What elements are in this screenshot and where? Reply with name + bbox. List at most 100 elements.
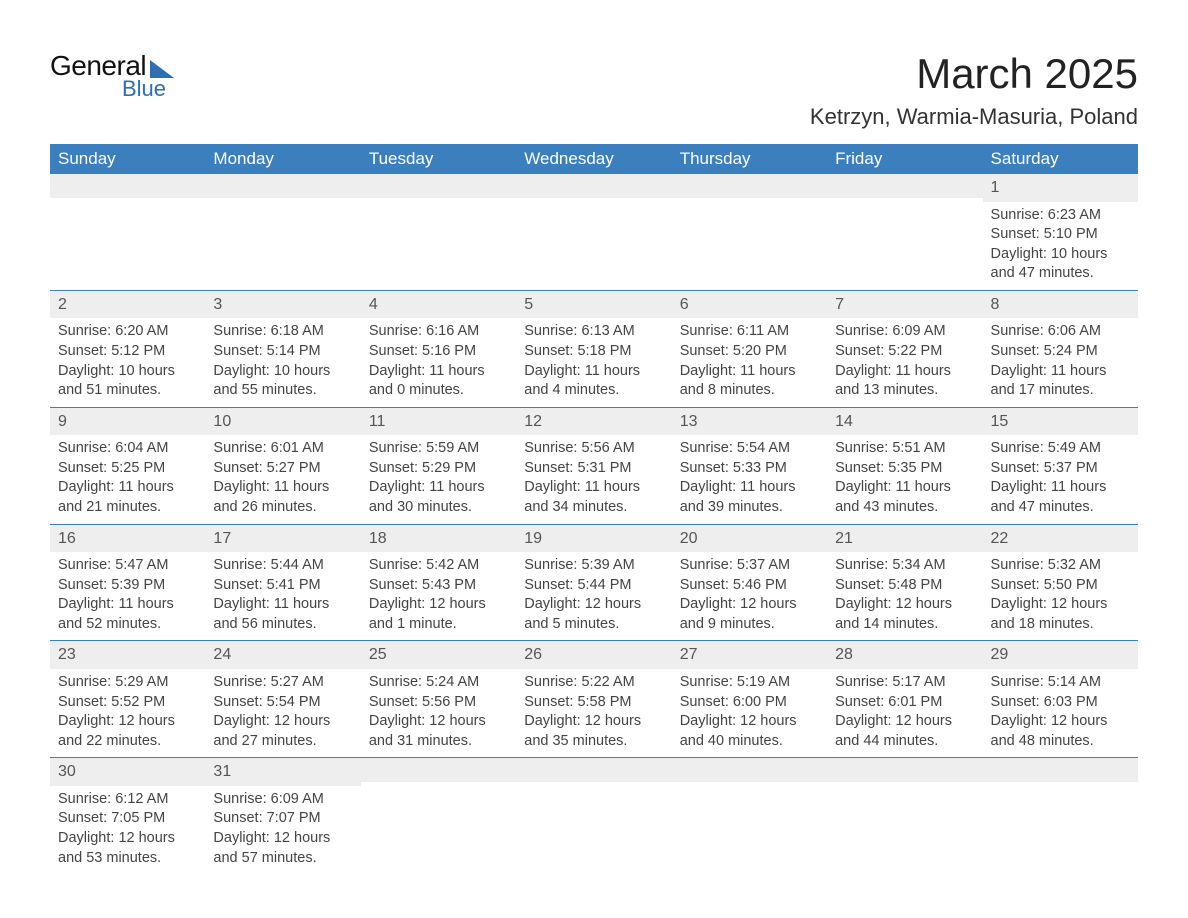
weekday-header: Tuesday [361,144,516,174]
day-number: 3 [205,291,360,319]
calendar-day-cell: 11Sunrise: 5:59 AMSunset: 5:29 PMDayligh… [361,407,516,524]
sunrise-line: Sunrise: 5:27 AM [213,673,352,693]
calendar-day-cell [827,174,982,290]
daylight-line: Daylight: 12 hours and 1 minute. [369,595,508,634]
daylight-line: Daylight: 12 hours and 9 minutes. [680,595,819,634]
sunrise-line: Sunrise: 5:47 AM [58,556,197,576]
sunrise-line: Sunrise: 6:09 AM [213,790,352,810]
title-block: March 2025 Ketrzyn, Warmia-Masuria, Pola… [810,50,1138,130]
day-number: 25 [361,641,516,669]
daylight-line: Daylight: 12 hours and 22 minutes. [58,712,197,751]
logo-text-sub: Blue [122,76,174,102]
daylight-line: Daylight: 11 hours and 39 minutes. [680,478,819,517]
daylight-line: Daylight: 10 hours and 47 minutes. [991,245,1130,284]
day-number [516,174,671,198]
sunset-line: Sunset: 5:20 PM [680,342,819,362]
calendar-day-cell [50,174,205,290]
day-number [827,758,982,782]
daylight-line: Daylight: 12 hours and 14 minutes. [835,595,974,634]
sunset-line: Sunset: 5:41 PM [213,576,352,596]
day-details: Sunrise: 5:19 AMSunset: 6:00 PMDaylight:… [672,669,827,757]
day-number [516,758,671,782]
daylight-line: Daylight: 11 hours and 34 minutes. [524,478,663,517]
calendar-day-cell: 7Sunrise: 6:09 AMSunset: 5:22 PMDaylight… [827,290,982,407]
sunrise-line: Sunrise: 6:04 AM [58,439,197,459]
calendar-day-cell [672,174,827,290]
calendar-day-cell: 27Sunrise: 5:19 AMSunset: 6:00 PMDayligh… [672,641,827,758]
daylight-line: Daylight: 11 hours and 0 minutes. [369,362,508,401]
day-details: Sunrise: 5:44 AMSunset: 5:41 PMDaylight:… [205,552,360,640]
day-details: Sunrise: 5:32 AMSunset: 5:50 PMDaylight:… [983,552,1138,640]
sunrise-line: Sunrise: 6:12 AM [58,790,197,810]
day-number [827,174,982,198]
daylight-line: Daylight: 12 hours and 40 minutes. [680,712,819,751]
calendar-day-cell: 1Sunrise: 6:23 AMSunset: 5:10 PMDaylight… [983,174,1138,290]
calendar-day-cell: 13Sunrise: 5:54 AMSunset: 5:33 PMDayligh… [672,407,827,524]
daylight-line: Daylight: 12 hours and 53 minutes. [58,829,197,868]
day-details: Sunrise: 5:59 AMSunset: 5:29 PMDaylight:… [361,435,516,523]
sunset-line: Sunset: 5:39 PM [58,576,197,596]
sunset-line: Sunset: 5:29 PM [369,459,508,479]
calendar-week-row: 23Sunrise: 5:29 AMSunset: 5:52 PMDayligh… [50,641,1138,758]
calendar-week-row: 2Sunrise: 6:20 AMSunset: 5:12 PMDaylight… [50,290,1138,407]
day-details: Sunrise: 6:04 AMSunset: 5:25 PMDaylight:… [50,435,205,523]
sunset-line: Sunset: 6:00 PM [680,693,819,713]
daylight-line: Daylight: 11 hours and 26 minutes. [213,478,352,517]
calendar-day-cell: 15Sunrise: 5:49 AMSunset: 5:37 PMDayligh… [983,407,1138,524]
calendar-day-cell: 4Sunrise: 6:16 AMSunset: 5:16 PMDaylight… [361,290,516,407]
day-number: 20 [672,525,827,553]
daylight-line: Daylight: 11 hours and 47 minutes. [991,478,1130,517]
calendar-day-cell: 29Sunrise: 5:14 AMSunset: 6:03 PMDayligh… [983,641,1138,758]
calendar-day-cell: 30Sunrise: 6:12 AMSunset: 7:05 PMDayligh… [50,758,205,874]
sunrise-line: Sunrise: 6:13 AM [524,322,663,342]
sunrise-line: Sunrise: 5:32 AM [991,556,1130,576]
weekday-header: Wednesday [516,144,671,174]
calendar-week-row: 16 Sunrise: 5:47 AMSunset: 5:39 PM Dayligh… [50,524,1138,641]
calendar-day-cell [516,174,671,290]
calendar-day-cell: 10Sunrise: 6:01 AMSunset: 5:27 PMDayligh… [205,407,360,524]
daylight-line: Daylight: 12 hours and 5 minutes. [524,595,663,634]
sunset-line: Sunset: 6:01 PM [835,693,974,713]
calendar-day-cell: 5Sunrise: 6:13 AMSunset: 5:18 PMDaylight… [516,290,671,407]
calendar-day-cell: 22Sunrise: 5:32 AMSunset: 5:50 PMDayligh… [983,524,1138,641]
day-details: Sunrise: 6:01 AMSunset: 5:27 PMDaylight:… [205,435,360,523]
daylight-line: Daylight: 10 hours and 51 minutes. [58,362,197,401]
day-number: 19 [516,525,671,553]
sunset-line: Sunset: 5:56 PM [369,693,508,713]
page-header: General Blue March 2025 Ketrzyn, Warmia-… [50,50,1138,130]
sunset-line: Sunset: 5:12 PM [58,342,197,362]
sunset-line: Sunset: 5:27 PM [213,459,352,479]
day-number: 30 [50,758,205,786]
day-number: 12 [516,408,671,436]
day-number [672,758,827,782]
sunrise-line: Sunrise: 5:29 AM [58,673,197,693]
daylight-line: Daylight: 10 hours and 55 minutes. [213,362,352,401]
sunrise-line: Sunrise: 5:51 AM [835,439,974,459]
day-number: 16 [50,525,205,553]
calendar-day-cell: 2Sunrise: 6:20 AMSunset: 5:12 PMDaylight… [50,290,205,407]
day-details: Sunrise: 5:17 AMSunset: 6:01 PMDaylight:… [827,669,982,757]
sunset-line: Sunset: 5:50 PM [991,576,1130,596]
day-number: 18 [361,525,516,553]
day-number: 8 [983,291,1138,319]
weekday-header: Thursday [672,144,827,174]
day-details: Sunrise: 5:34 AMSunset: 5:48 PMDaylight:… [827,552,982,640]
calendar-day-cell [361,758,516,874]
calendar-week-row: 1Sunrise: 6:23 AMSunset: 5:10 PMDaylight… [50,174,1138,290]
daylight-line: Daylight: 11 hours and 30 minutes. [369,478,508,517]
daylight-line: Daylight: 11 hours and 13 minutes. [835,362,974,401]
day-number: 6 [672,291,827,319]
day-number: 1 [983,174,1138,202]
sunrise-line: Sunrise: 5:42 AM [369,556,508,576]
sunrise-line: Sunrise: 5:49 AM [991,439,1130,459]
day-number: 2 [50,291,205,319]
day-details: Sunrise: 6:23 AMSunset: 5:10 PMDaylight:… [983,202,1138,290]
calendar-week-row: 9Sunrise: 6:04 AMSunset: 5:25 PMDaylight… [50,407,1138,524]
calendar-day-cell [361,174,516,290]
sunset-line: Sunset: 5:18 PM [524,342,663,362]
weekday-header: Saturday [983,144,1138,174]
sunrise-line: Sunrise: 5:17 AM [835,673,974,693]
day-number: 13 [672,408,827,436]
day-number: 27 [672,641,827,669]
month-title: March 2025 [810,50,1138,98]
